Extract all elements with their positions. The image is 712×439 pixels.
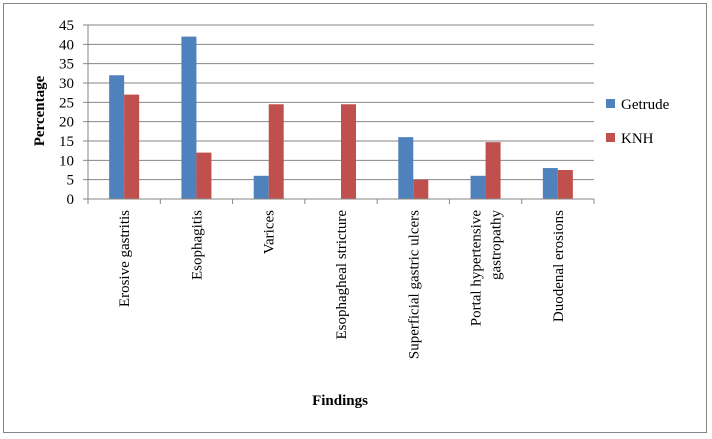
y-tick-label: 30: [59, 76, 74, 92]
y-tick-label: 45: [59, 18, 74, 34]
y-tick-label: 10: [59, 153, 74, 169]
bar-getrude-7: [542, 168, 558, 199]
x-category-label-line: Portal hypertensive: [469, 210, 485, 327]
y-tick-label: 25: [59, 95, 74, 111]
legend-swatch-knh: [606, 133, 615, 142]
y-axis-tick-labels: 0 5 10 15 20 25 30 35 40 45: [59, 18, 74, 208]
y-tick-label: 15: [59, 134, 74, 150]
bar-getrude-2: [181, 36, 197, 199]
bars: [109, 36, 573, 199]
x-category-label: Esophagitis: [189, 210, 205, 280]
legend-label-knh: KNH: [621, 131, 654, 147]
bar-knh-1: [124, 94, 140, 199]
x-category-label-line: Esophagitis: [189, 210, 205, 280]
x-category-label-line: Duodenal erosions: [551, 210, 567, 322]
x-category-label-line: Esophagheal stricture: [334, 210, 350, 340]
legend: Getrude KNH: [606, 97, 670, 147]
x-axis-category-labels: Erosive gastritis Esophagitis Varices Esoph…: [117, 210, 567, 360]
x-axis-title: Findings: [312, 393, 368, 409]
y-tick-label: 20: [59, 115, 74, 131]
bar-knh-7: [557, 170, 573, 199]
x-category-label: Superficial gastric ulcers: [406, 210, 422, 359]
legend-label-getrude: Getrude: [621, 97, 670, 113]
bar-knh-5: [413, 179, 429, 199]
x-category-label: Varices: [262, 210, 278, 254]
bar-knh-3: [268, 104, 284, 199]
axes: [83, 24, 595, 204]
bar-getrude-3: [253, 175, 269, 199]
x-category-label: Esophagheal stricture: [334, 210, 350, 340]
bar-getrude-5: [398, 137, 414, 199]
y-tick-label: 0: [67, 192, 75, 208]
x-category-label: Portal hypertensive gastropathy: [469, 210, 505, 327]
x-category-label-line: gastropathy: [489, 210, 505, 280]
chart-frame: [3, 3, 707, 433]
bar-knh-2: [196, 152, 212, 199]
bar-knh-6: [485, 142, 501, 199]
x-category-label: Duodenal erosions: [551, 210, 567, 322]
y-tick-label: 5: [67, 173, 75, 189]
x-category-label: Erosive gastritis: [117, 210, 133, 307]
bar-knh-4: [341, 104, 356, 199]
bar-getrude-6: [470, 175, 486, 199]
y-tick-label: 35: [59, 57, 74, 73]
bar-getrude-1: [109, 75, 125, 199]
y-axis-title: Percentage: [32, 75, 48, 146]
legend-swatch-getrude: [606, 99, 615, 108]
gridlines: [88, 24, 594, 181]
x-category-label-line: Superficial gastric ulcers: [406, 210, 422, 359]
y-tick-label: 40: [59, 37, 74, 53]
x-category-label-line: Erosive gastritis: [117, 210, 133, 307]
x-category-label-line: Varices: [262, 210, 278, 254]
